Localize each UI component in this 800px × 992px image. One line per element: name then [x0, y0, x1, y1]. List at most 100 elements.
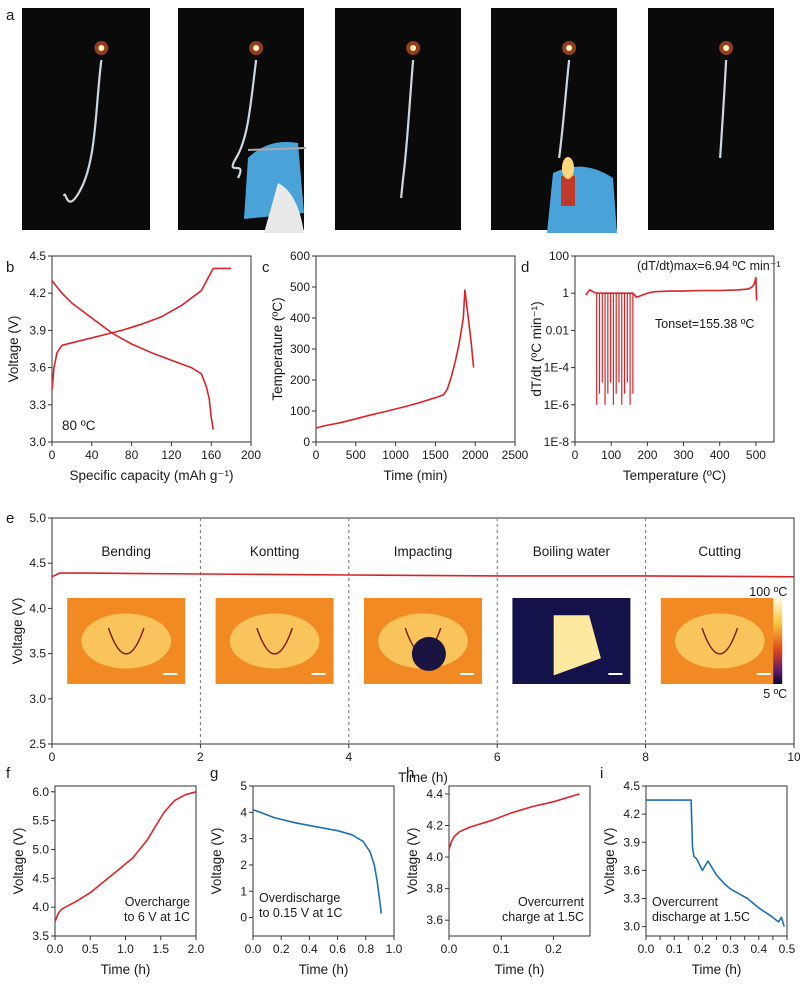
x-tick-label: 100	[601, 448, 621, 462]
y-tick-label: 3.9	[623, 835, 640, 849]
thermal-hotspot	[674, 613, 765, 669]
plot-frame	[252, 785, 395, 937]
x-tick-label: 0.0	[245, 942, 262, 956]
y-tick-label: 3.3	[29, 398, 46, 412]
colorbar-max-label: 100 ºC	[749, 585, 787, 599]
flame	[562, 157, 574, 179]
chart-f: 0.0 0.5 1.0 1.5 2.0 3.5 4.0 4.5 5.0 5.5 6.0 Time (h…	[11, 785, 205, 977]
y-axis-label: Temperature (ºC)	[270, 297, 285, 400]
x-tick-label: 1.0	[117, 942, 134, 956]
y-tick-label: 1	[562, 286, 569, 300]
y-tick-label: 4.0	[32, 900, 49, 914]
x-tick-label: 0.2	[545, 942, 562, 956]
x-tick-label: 1.5	[152, 942, 169, 956]
panel-letter-h: h	[406, 765, 414, 782]
x-axis-label: Temperature (ºC)	[623, 468, 726, 483]
photo-1	[22, 8, 150, 230]
y-tick-label: 300	[290, 342, 310, 356]
y-axis-label: dT/dt (ºC min⁻¹)	[529, 301, 544, 396]
plot-frame	[51, 517, 795, 745]
scissors	[247, 147, 307, 151]
x-tick-label: 4	[345, 750, 352, 764]
y-axis-label: Voltage (V)	[11, 828, 26, 895]
led-light	[723, 45, 730, 51]
led-light	[410, 45, 417, 51]
y-tick-label: 3.8	[426, 882, 443, 896]
thermal-hotspot	[553, 615, 601, 676]
chart-b: 0 40 80 120 160 200 3.0 3.3 3.6 3.9 4.2 4.5 Specific…	[6, 249, 261, 483]
photo-3	[335, 8, 461, 230]
annotation-line: to 0.15 V at 1C	[259, 906, 342, 920]
series-line-dT/dt	[585, 276, 758, 301]
plot-frame	[51, 255, 252, 443]
fiber-battery	[400, 59, 415, 199]
fiber-battery	[231, 59, 258, 179]
y-tick-label: 4.5	[623, 779, 640, 793]
x-tick-label: 10	[787, 750, 800, 764]
lab-coat	[264, 183, 304, 233]
y-tick-label: 0	[303, 435, 310, 449]
x-tick-label: 0	[49, 750, 56, 764]
series-line-overcharge	[54, 791, 197, 922]
x-tick-label: 8	[642, 750, 649, 764]
series-line-overcurrent-charge	[448, 793, 580, 850]
y-tick-label: 6.0	[32, 785, 49, 799]
series-line-charge	[51, 267, 232, 390]
plot-frame	[574, 255, 775, 443]
y-tick-label: 3.0	[29, 435, 46, 449]
y-tick-label: 3.6	[29, 361, 46, 375]
fiber-battery	[62, 59, 103, 203]
x-tick-label: 6	[494, 750, 501, 764]
y-tick-label: 200	[290, 373, 310, 387]
photo-background	[22, 8, 150, 230]
annotation-line: Overcurrent	[652, 895, 719, 909]
segment-label: Kontting	[250, 544, 300, 559]
gloved-hand	[547, 166, 617, 233]
photo-background	[648, 8, 774, 230]
panel-a: a	[6, 7, 774, 233]
x-tick-label: 0.4	[301, 942, 318, 956]
series-line-overdischarge	[252, 808, 383, 914]
panel-letter-c: c	[262, 259, 270, 276]
thermal-image	[215, 598, 334, 684]
led-light	[98, 45, 105, 51]
spike-region	[596, 292, 634, 405]
colorbar	[773, 598, 783, 684]
x-tick-label: 500	[746, 448, 766, 462]
series-line-voltage	[51, 572, 795, 578]
x-tick-label: 2000	[462, 448, 489, 462]
y-tick-label: 4.2	[426, 818, 443, 832]
photo-background	[335, 8, 461, 230]
y-tick-label: 3.3	[623, 892, 640, 906]
annotation-line: discharge at 1.5C	[652, 910, 750, 924]
y-tick-label: 1	[240, 884, 247, 898]
chart-d: 0 100 200 300 400 500 100 1 0.01 1E-4 1E-6 1E-8 Temp…	[529, 249, 781, 483]
x-tick-label: 0	[572, 448, 579, 462]
x-tick-label: 0.5	[82, 942, 99, 956]
y-tick-label: 3.6	[426, 913, 443, 927]
y-tick-label: 5.0	[29, 511, 46, 525]
x-tick-label: 2500	[502, 448, 529, 462]
x-tick-label: 0.2	[694, 942, 711, 956]
y-tick-label: 1E-8	[544, 435, 570, 449]
y-tick-label: 4.0	[426, 850, 443, 864]
panel-letter-i: i	[600, 765, 603, 782]
y-tick-label: 4.4	[426, 787, 443, 801]
series-line-temperature	[315, 289, 475, 429]
led-light	[566, 45, 573, 51]
panel-letter-b: b	[6, 259, 14, 276]
y-axis-label: Voltage (V)	[6, 316, 21, 383]
segment-label: Cutting	[698, 544, 741, 559]
x-tick-label: 1.0	[386, 942, 403, 956]
x-tick-label: 0.0	[47, 942, 64, 956]
y-tick-label: 400	[290, 311, 310, 325]
x-tick-label: 0.1	[493, 942, 510, 956]
impact-weight	[411, 636, 446, 671]
led-light	[253, 45, 260, 51]
thermal-image	[660, 598, 779, 684]
x-tick-label: 300	[674, 448, 694, 462]
segment-label: Boiling water	[533, 544, 611, 559]
